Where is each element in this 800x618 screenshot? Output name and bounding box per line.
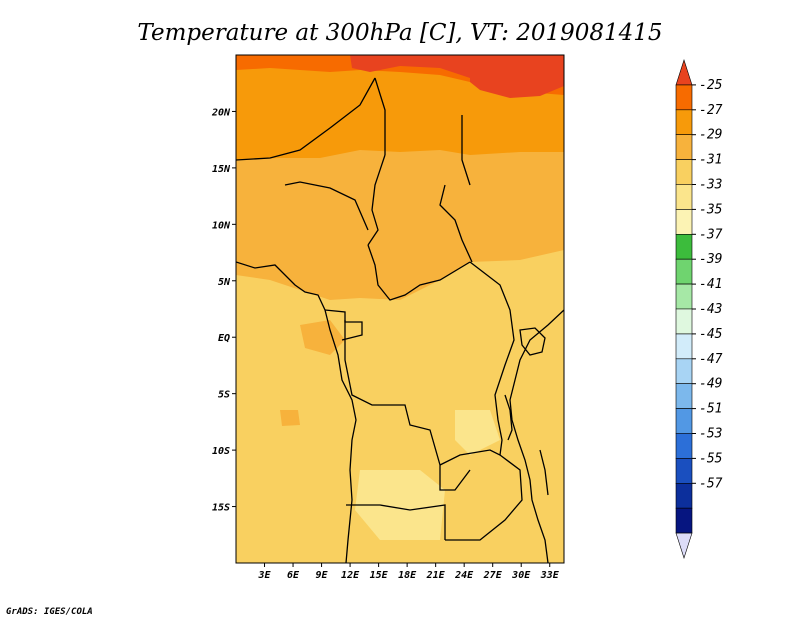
- colorbar-label: -35: [699, 202, 723, 217]
- y-tick-label: 20N: [211, 107, 231, 118]
- x-tick-label: 21E: [426, 570, 446, 581]
- y-tick-label: 15N: [212, 164, 231, 175]
- border-zambia: [439, 449, 523, 541]
- x-tick-label: 27E: [483, 570, 503, 581]
- colorbar: -25 -27 -29 -31 -33 -35 -37 -39 -41 -43 -45 -47 -49 -…: [675, 59, 723, 559]
- border-nigeria: [284, 181, 369, 231]
- border-algeria-libya: [374, 77, 386, 155]
- colorbar-label: -45: [699, 327, 723, 342]
- colorbar-label: -53: [699, 427, 722, 442]
- colorbar-label: -39: [699, 252, 722, 267]
- border-drc-east: [469, 261, 515, 456]
- temperature-field: [236, 55, 564, 563]
- colorbar-swatch: [675, 333, 693, 360]
- colorbar-swatch: [675, 483, 693, 509]
- border-sahel: [236, 77, 376, 161]
- colorbar-swatch: [675, 59, 693, 86]
- colorbar-label: -57: [699, 476, 723, 491]
- grads-credit: GrADS: IGES/COLA: [6, 607, 93, 617]
- colorbar-label: -31: [699, 153, 722, 168]
- coastline-east: [509, 309, 564, 563]
- colorbar-label: -43: [699, 302, 722, 317]
- y-tick-label: 10S: [212, 446, 230, 457]
- lake-victoria: [519, 327, 546, 356]
- colorbar-label: -55: [699, 451, 723, 466]
- temp-region-minus25: [350, 55, 564, 98]
- colorbar-swatch: [675, 433, 693, 459]
- y-axis: 20N 15N 10N 5N EQ 5S 10S 15S: [211, 107, 236, 514]
- map-frame: [235, 54, 565, 564]
- colorbar-swatch: [675, 184, 693, 210]
- x-tick-label: 15E: [370, 570, 389, 581]
- colorbar-swatch: [675, 308, 693, 335]
- colorbar-swatch: [675, 209, 693, 235]
- colorbar-swatch: [675, 258, 693, 285]
- colorbar-label: -29: [699, 128, 722, 143]
- border-angola-namibia: [346, 504, 446, 540]
- y-tick-label: EQ: [218, 333, 230, 344]
- chart-title: Temperature at 300hPa [C], VT: 201908141…: [137, 20, 662, 46]
- colorbar-swatch: [675, 84, 693, 111]
- x-tick-label: 30E: [511, 570, 531, 581]
- colorbar-swatch: [675, 507, 693, 534]
- colorbar-swatch: [675, 159, 693, 185]
- x-axis: 3E 6E 9E 12E 15E 18E 21E 24E 27E 30E 33E: [257, 563, 560, 581]
- colorbar-swatch: [675, 532, 693, 559]
- lake-malawi: [539, 449, 549, 496]
- colorbar-label: -41: [699, 277, 722, 292]
- x-tick-label: 18E: [398, 570, 417, 581]
- temp-region-minus31-south: [280, 320, 345, 426]
- x-tick-label: 33E: [540, 570, 560, 581]
- colorbar-swatch: [675, 109, 693, 135]
- border-chad-sudan: [439, 184, 473, 263]
- x-tick-label: 12E: [341, 570, 360, 581]
- colorbar-swatch: [675, 458, 693, 484]
- colorbar-swatch: [675, 383, 693, 409]
- country-borders: [236, 77, 564, 563]
- colorbar-label: -47: [699, 352, 723, 367]
- colorbar-swatch: [675, 134, 693, 160]
- colorbar-label: -33: [699, 178, 722, 193]
- border-gabon: [324, 309, 363, 341]
- border-chad-niger: [367, 154, 386, 246]
- y-tick-label: 5N: [218, 277, 231, 288]
- y-tick-label: 5S: [218, 390, 230, 401]
- y-tick-label: 15S: [212, 503, 230, 514]
- colorbar-label: -27: [699, 103, 723, 118]
- lake-tanganyika: [504, 394, 513, 441]
- colorbar-swatch: [675, 408, 693, 434]
- colorbar-label: -25: [699, 78, 723, 93]
- x-tick-label: 3E: [257, 570, 271, 581]
- x-tick-label: 24E: [454, 570, 474, 581]
- border-congo: [344, 320, 471, 491]
- colorbar-swatch: [675, 234, 693, 260]
- y-tick-label: 10N: [212, 220, 231, 231]
- colorbar-swatch: [675, 358, 693, 384]
- x-tick-label: 9E: [316, 570, 329, 581]
- colorbar-swatch: [675, 283, 693, 310]
- border-libya-egypt: [461, 115, 471, 186]
- colorbar-label: -49: [699, 377, 722, 392]
- x-tick-label: 6E: [287, 570, 300, 581]
- coastline-west: [236, 261, 357, 563]
- border-cameroon-car: [367, 244, 471, 301]
- colorbar-label: -37: [699, 227, 723, 242]
- colorbar-label: -51: [699, 402, 722, 417]
